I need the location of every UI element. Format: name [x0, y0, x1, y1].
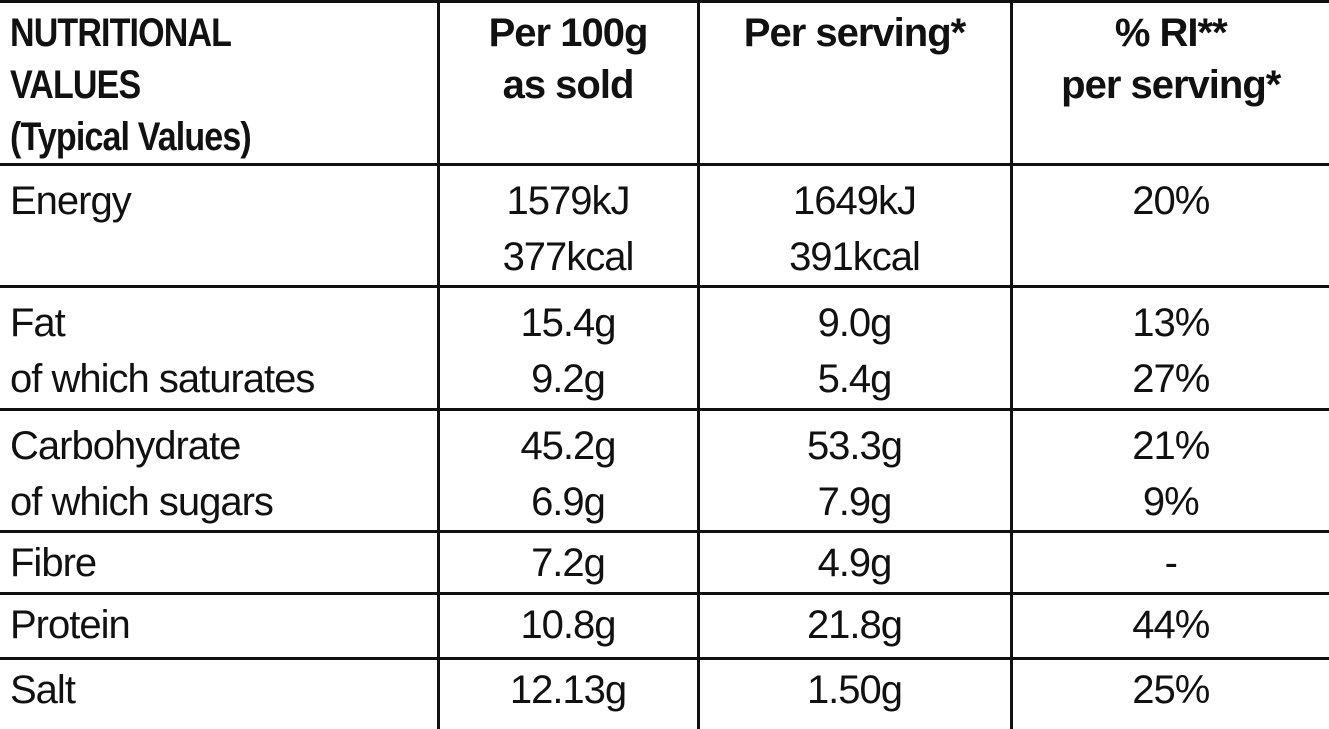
protein-per-serving-value: 21.8g [696, 593, 1011, 660]
salt-label: Salt [10, 668, 76, 712]
carbohydrate-per-100g-value: 45.2g 6.9g [436, 409, 698, 533]
energy-per-serving-value: 1649kJ 391kcal [696, 164, 1011, 288]
fat-ri-value: 13% 27% [1009, 286, 1329, 411]
carbohydrate-label: Carbohydrate of which sugars [0, 409, 438, 533]
header-per-serving-col: Per serving* [696, 1, 1011, 166]
protein-per-100g-value: 10.8g [436, 593, 698, 660]
header-row: NUTRITIONAL VALUES (Typical Values) Per … [0, 1, 1329, 166]
fibre-per-100g-value: 7.2g [436, 531, 698, 595]
row-salt: Salt 12.13g 1.50g 25% [0, 658, 1329, 729]
carbohydrate-ri-value: 21% 9% [1009, 409, 1329, 533]
fibre-per-serving-value: 4.9g [696, 531, 1011, 595]
salt-per-100g-value: 12.13g [436, 658, 698, 729]
fat-per-serving-value: 9.0g 5.4g [696, 286, 1011, 411]
header-ri-col: % RI** per serving* [1009, 1, 1329, 166]
salt-per-serving-value: 1.50g [696, 658, 1011, 729]
fibre-label: Fibre [0, 531, 438, 595]
row-fibre: Fibre 7.2g 4.9g - [0, 531, 1329, 595]
fat-label: Fat of which saturates [0, 286, 438, 411]
row-energy: Energy 1579kJ 377kcal 1649kJ 391kcal 20% [0, 164, 1329, 288]
table-title: NUTRITIONAL VALUES (Typical Values) [10, 11, 252, 159]
carbohydrate-per-serving-value: 53.3g 7.9g [696, 409, 1011, 533]
protein-label: Protein [0, 593, 438, 660]
salt-ri-value: 25% [1009, 658, 1329, 729]
fibre-ri-value: - [1009, 531, 1329, 595]
energy-per-100g-value: 1579kJ 377kcal [436, 164, 698, 288]
row-fat-saturates: Fat of which saturates 15.4g 9.2g 9.0g 5… [0, 286, 1329, 411]
energy-ri-value: 20% [1009, 164, 1329, 288]
row-carbohydrate-sugars: Carbohydrate of which sugars 45.2g 6.9g … [0, 409, 1329, 533]
protein-ri-value: 44% [1009, 593, 1329, 660]
row-protein: Protein 10.8g 21.8g 44% [0, 593, 1329, 660]
header-nutrient-col: NUTRITIONAL VALUES (Typical Values) [0, 1, 438, 166]
energy-label: Energy [0, 164, 438, 288]
header-per-100g-col: Per 100g as sold [436, 1, 698, 166]
fat-per-100g-value: 15.4g 9.2g [436, 286, 698, 411]
